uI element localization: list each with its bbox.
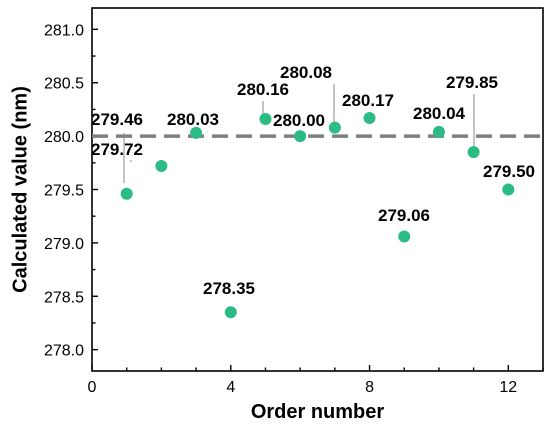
data-point (259, 113, 272, 126)
data-label: 279.72 (91, 140, 143, 159)
data-points (120, 111, 515, 319)
axes: 0 4 8 12 278.0 278.5 279.0 279.5 280.0 280.5 281.0 (44, 7, 544, 396)
data-point (155, 160, 168, 173)
data-label: 280.16 (237, 80, 289, 99)
data-point (363, 111, 376, 124)
y-tick-label: 279.5 (44, 183, 84, 200)
data-label: 279.50 (483, 162, 535, 181)
y-tick-label: 280.5 (44, 76, 84, 93)
data-label: 279.46 (91, 110, 143, 129)
data-point (398, 230, 411, 243)
x-tick-label: 12 (499, 379, 517, 396)
data-label: 280.08 (280, 63, 332, 82)
data-point (467, 146, 480, 159)
x-axis-title: Order number (251, 401, 385, 423)
data-point (502, 183, 515, 196)
data-point (432, 125, 445, 138)
data-label: 279.85 (446, 73, 498, 92)
data-point (120, 187, 133, 200)
y-axis-title: Calculated value (nm) (9, 86, 31, 293)
y-tick-label: 280.0 (44, 129, 84, 146)
data-label: 278.35 (203, 279, 255, 298)
data-point (224, 306, 237, 319)
data-label: 280.00 (273, 111, 325, 130)
x-tick-label: 4 (226, 379, 235, 396)
x-tick-label: 8 (365, 379, 374, 396)
y-tick-label: 279.0 (44, 236, 84, 253)
data-labels: 279.46 279.72 280.03 278.35 280.16 280.00 280.… (91, 63, 535, 298)
data-point (294, 130, 307, 143)
data-label: 280.04 (413, 104, 466, 123)
y-tick-label: 278.0 (44, 343, 84, 360)
data-point (328, 121, 341, 134)
x-tick-label: 0 (88, 379, 97, 396)
y-tick-label: 278.5 (44, 289, 84, 306)
data-label: 280.17 (342, 91, 394, 110)
data-label: 280.03 (167, 110, 219, 129)
data-label: 279.06 (378, 206, 430, 225)
data-point (190, 126, 203, 139)
y-tick-label: 281.0 (44, 22, 84, 39)
